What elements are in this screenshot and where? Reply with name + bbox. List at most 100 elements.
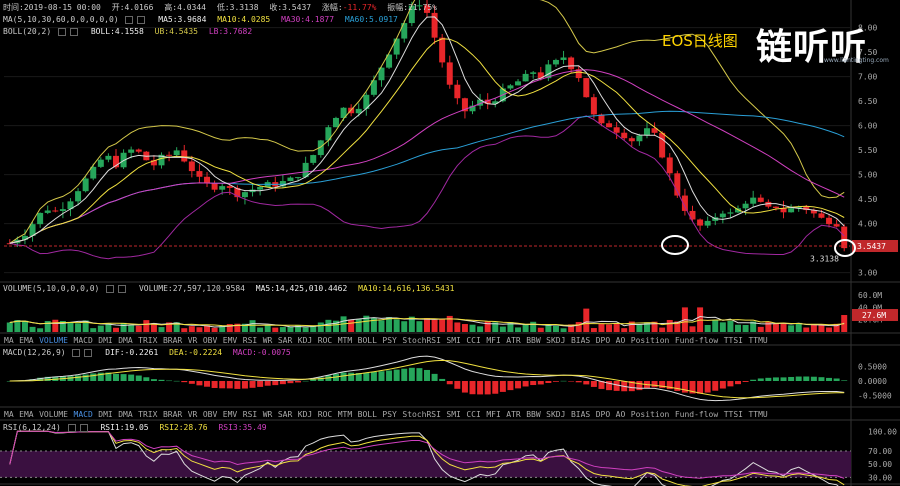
settings-icon[interactable] bbox=[72, 348, 81, 357]
tab-ao[interactable]: AO bbox=[615, 410, 626, 419]
tab-cci[interactable]: CCI bbox=[466, 336, 481, 345]
tab-smi[interactable]: SMI bbox=[446, 410, 461, 419]
tab-mfi[interactable]: MFI bbox=[486, 336, 501, 345]
tab-kdj[interactable]: KDJ bbox=[297, 410, 313, 419]
tab-mtm[interactable]: MTM bbox=[337, 336, 353, 345]
tab-fund-flow[interactable]: Fund-flow bbox=[674, 336, 719, 345]
tab-ttsi[interactable]: TTSI bbox=[723, 410, 743, 419]
candle-body bbox=[302, 162, 309, 178]
tab-atr[interactable]: ATR bbox=[506, 336, 521, 345]
tab-position[interactable]: Position bbox=[630, 336, 670, 345]
candle-body bbox=[234, 187, 241, 198]
price-tick: 5.00 bbox=[858, 171, 877, 180]
tab-fund-flow[interactable]: Fund-flow bbox=[674, 410, 719, 419]
candle-body bbox=[742, 203, 749, 209]
tab-wr[interactable]: WR bbox=[262, 410, 273, 419]
tab-dma[interactable]: DMA bbox=[118, 410, 133, 419]
tab-skdj[interactable]: SKDJ bbox=[546, 336, 566, 345]
tab-kdj[interactable]: KDJ bbox=[297, 336, 313, 345]
tab-psy[interactable]: PSY bbox=[382, 410, 397, 419]
close-icon[interactable] bbox=[84, 348, 93, 357]
tab-bias[interactable]: BIAS bbox=[570, 336, 591, 345]
tab-vr[interactable]: VR bbox=[187, 410, 198, 419]
tab-brar[interactable]: BRAR bbox=[162, 410, 183, 419]
close-icon[interactable] bbox=[118, 284, 127, 293]
tab-trix[interactable]: TRIX bbox=[138, 410, 158, 419]
tab-bbw[interactable]: BBW bbox=[526, 336, 541, 345]
tab-dpo[interactable]: DPO bbox=[595, 410, 611, 419]
tab-rsi[interactable]: RSI bbox=[242, 336, 258, 345]
tab-position[interactable]: Position bbox=[630, 410, 670, 419]
tab-ma[interactable]: MA bbox=[4, 410, 14, 419]
tab-mfi[interactable]: MFI bbox=[486, 410, 501, 419]
tab-roc[interactable]: ROC bbox=[317, 410, 333, 419]
candle-body bbox=[355, 108, 362, 114]
macd-bar bbox=[416, 368, 423, 381]
macd-bar bbox=[803, 376, 810, 381]
tab-dpo[interactable]: DPO bbox=[595, 336, 611, 345]
tab-vr[interactable]: VR bbox=[187, 336, 198, 345]
close-icon[interactable] bbox=[137, 15, 146, 24]
tab-roc[interactable]: ROC bbox=[317, 336, 333, 345]
tab-obv[interactable]: OBV bbox=[202, 336, 218, 345]
tab-ttmu[interactable]: TTMU bbox=[748, 336, 768, 345]
volume-ma10-line bbox=[9, 317, 845, 327]
tab-volume[interactable]: VOLUME bbox=[39, 410, 68, 419]
tab-volume[interactable]: VOLUME bbox=[39, 336, 68, 345]
tab-dmi[interactable]: DMI bbox=[98, 336, 113, 345]
tab-wr[interactable]: WR bbox=[262, 336, 273, 345]
candle-body bbox=[810, 210, 817, 214]
tab-ttsi[interactable]: TTSI bbox=[723, 336, 743, 345]
tab-macd[interactable]: MACD bbox=[73, 410, 93, 419]
close-icon[interactable] bbox=[79, 423, 88, 432]
tab-ttmu[interactable]: TTMU bbox=[748, 410, 768, 419]
candle-body bbox=[44, 210, 51, 213]
tab-rsi[interactable]: RSI bbox=[242, 410, 258, 419]
settings-icon[interactable] bbox=[106, 284, 115, 293]
tab-ao[interactable]: AO bbox=[615, 336, 626, 345]
tab-bbw[interactable]: BBW bbox=[526, 410, 541, 419]
tab-trix[interactable]: TRIX bbox=[138, 336, 158, 345]
price-tick: 6.00 bbox=[858, 122, 877, 131]
macd-bar bbox=[424, 369, 430, 381]
tab-atr[interactable]: ATR bbox=[506, 410, 521, 419]
tab-ma[interactable]: MA bbox=[4, 336, 14, 345]
settings-icon[interactable] bbox=[125, 15, 134, 24]
tab-bias[interactable]: BIAS bbox=[570, 410, 591, 419]
volume-bar bbox=[355, 318, 362, 332]
tab-macd[interactable]: MACD bbox=[73, 336, 93, 345]
candle-body bbox=[135, 149, 142, 152]
tab-brar[interactable]: BRAR bbox=[162, 336, 183, 345]
tab-emv[interactable]: EMV bbox=[222, 336, 238, 345]
tab-sar[interactable]: SAR bbox=[277, 336, 293, 345]
volume-bar bbox=[606, 324, 613, 332]
tab-stochrsi[interactable]: StochRSI bbox=[402, 336, 441, 345]
macd-bar bbox=[461, 381, 468, 393]
rsi-params: RSI(6,12,24) bbox=[3, 423, 61, 432]
tab-boll[interactable]: BOLL bbox=[357, 410, 377, 419]
tab-ema[interactable]: EMA bbox=[19, 410, 34, 419]
settings-icon[interactable] bbox=[67, 423, 76, 432]
candle-body bbox=[211, 182, 218, 190]
tab-ema[interactable]: EMA bbox=[19, 336, 34, 345]
tab-emv[interactable]: EMV bbox=[222, 410, 238, 419]
close-icon[interactable] bbox=[70, 27, 78, 36]
tab-stochrsi[interactable]: StochRSI bbox=[402, 410, 441, 419]
settings-icon[interactable] bbox=[58, 27, 66, 36]
candle-body bbox=[772, 206, 779, 208]
tab-obv[interactable]: OBV bbox=[202, 410, 218, 419]
tab-dmi[interactable]: DMI bbox=[98, 410, 113, 419]
tab-dma[interactable]: DMA bbox=[118, 336, 133, 345]
price-tick: 8.00 bbox=[858, 24, 877, 33]
tab-sar[interactable]: SAR bbox=[277, 410, 293, 419]
tab-skdj[interactable]: SKDJ bbox=[546, 410, 566, 419]
tab-smi[interactable]: SMI bbox=[446, 336, 461, 345]
candle-body bbox=[431, 12, 438, 38]
tab-mtm[interactable]: MTM bbox=[337, 410, 353, 419]
macd-bar bbox=[568, 381, 575, 382]
tab-psy[interactable]: PSY bbox=[382, 336, 397, 345]
tab-cci[interactable]: CCI bbox=[466, 410, 481, 419]
volume-bar bbox=[621, 328, 628, 332]
tab-boll[interactable]: BOLL bbox=[357, 336, 377, 345]
